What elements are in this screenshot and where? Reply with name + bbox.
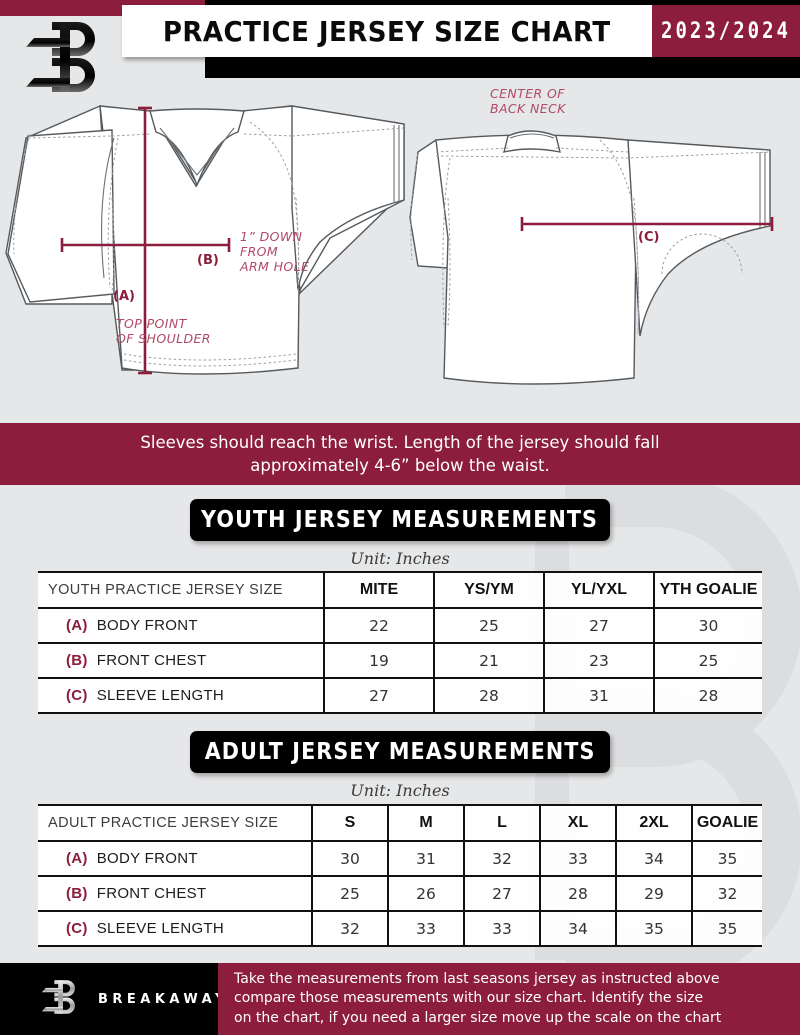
page-title-box: PRACTICE JERSEY SIZE CHART [122,5,652,57]
youth-table-header-row: YOUTH PRACTICE JERSEY SIZE MITE YS/YM YL… [38,571,762,608]
youth-row-2-name: SLEEVE LENGTH [96,687,225,704]
adult-size-header-4: 2XL [616,804,693,841]
fit-note-banner: Sleeves should reach the wrist. Length o… [0,423,800,485]
youth-cell-1-0: 19 [324,642,435,678]
footer-brand-wordmark: BREAKAWAY [98,991,229,1007]
youth-row-0-tag: (A) [66,617,88,634]
adult-cell-0-5: 35 [692,840,762,876]
breakaway-b-logo-icon [22,18,114,96]
adult-cell-0-3: 33 [540,840,617,876]
footer-instruction-line-2: compare those measurements with our size… [234,990,704,1007]
page-title: PRACTICE JERSEY SIZE CHART [163,14,611,48]
annotation-c-note-line1: CENTER OF [490,86,565,101]
youth-cell-1-3: 25 [654,642,762,678]
youth-section-title-pill: YOUTH JERSEY MEASUREMENTS [190,499,610,541]
table-row: (C) SLEEVE LENGTH 32 33 33 34 35 35 [38,910,762,947]
youth-measurements-table: YOUTH PRACTICE JERSEY SIZE MITE YS/YM YL… [38,571,762,714]
adult-section-title: ADULT JERSEY MEASUREMENTS [204,739,596,765]
youth-size-header-3: YTH GOALIE [654,571,762,608]
fit-note-line-1: Sleeves should reach the wrist. Length o… [140,433,660,452]
youth-cell-0-2: 27 [544,607,655,643]
annotation-b-note-line3: ARM HOLE [239,259,309,274]
annotation-a-note-line2: OF SHOULDER [116,331,211,346]
adult-cell-2-4: 35 [616,910,693,947]
youth-row-1-tag: (B) [66,652,88,669]
youth-cell-0-1: 25 [434,607,545,643]
youth-cell-2-2: 31 [544,677,655,714]
table-row: (A) BODY FRONT 22 25 27 30 [38,607,762,643]
table-row: (C) SLEEVE LENGTH 27 28 31 28 [38,677,762,714]
youth-cell-1-2: 23 [544,642,655,678]
adult-measurements-table: ADULT PRACTICE JERSEY SIZE S M L XL 2XL … [38,804,762,947]
breakaway-b-logo-icon [40,972,84,1027]
season-badge: 2023/2024 [652,5,800,57]
adult-cell-0-2: 32 [464,840,541,876]
adult-size-header-2: L [464,804,541,841]
jersey-back-illustration: (C) CENTER OF BACK NECK [409,86,774,385]
footer-instructions: Take the measurements from last seasons … [218,963,800,1035]
table-row: (A) BODY FRONT 30 31 32 33 34 35 [38,840,762,876]
adult-size-header-0: S [312,804,389,841]
table-row: (B) FRONT CHEST 25 26 27 28 29 32 [38,875,762,911]
adult-row-2-tag: (C) [66,920,88,937]
youth-row-2-tag: (C) [66,687,88,704]
youth-size-header-2: YL/YXL [544,571,655,608]
adult-label-column-header: ADULT PRACTICE JERSEY SIZE [38,804,313,841]
adult-cell-2-3: 34 [540,910,617,947]
adult-cell-1-4: 29 [616,875,693,911]
adult-cell-0-4: 34 [616,840,693,876]
adult-row-2-name: SLEEVE LENGTH [96,920,225,937]
youth-cell-0-3: 30 [654,607,762,643]
adult-section-title-pill: ADULT JERSEY MEASUREMENTS [190,731,610,773]
table-row: (B) FRONT CHEST 19 21 23 25 [38,642,762,678]
adult-row-1-name: FRONT CHEST [96,885,207,902]
youth-size-header-0: MITE [324,571,435,608]
adult-row-0-name: BODY FRONT [96,850,198,867]
youth-section-title: YOUTH JERSEY MEASUREMENTS [201,507,599,533]
youth-unit-label: Unit: Inches [350,549,450,568]
adult-row-0-tag: (A) [66,850,88,867]
youth-row-0-name: BODY FRONT [96,617,198,634]
adult-cell-1-5: 32 [692,875,762,911]
jersey-front-illustration: (B) (A) TOP POINT OF SHOULDER 1” DOWN FR… [5,105,405,375]
adult-cell-2-0: 32 [312,910,389,947]
annotation-b-note-line1: 1” DOWN [240,229,303,244]
youth-size-header-1: YS/YM [434,571,545,608]
annotation-b-tag: (B) [197,253,219,268]
adult-table-header-row: ADULT PRACTICE JERSEY SIZE S M L XL 2XL … [38,804,762,841]
jersey-diagram-area: .jbody { fill:#ffffff; stroke:#555a5e; s… [0,78,800,423]
annotation-a-note-line1: TOP POINT [116,316,188,331]
annotation-b-note-line2: FROM [240,244,278,259]
adult-cell-1-1: 26 [388,875,465,911]
adult-cell-0-1: 31 [388,840,465,876]
footer-instruction-line-3: on the chart, if you need a larger size … [234,1009,722,1026]
youth-row-1-name: FRONT CHEST [96,652,207,669]
annotation-a-tag: (A) [113,289,135,304]
annotation-c-note-line2: BACK NECK [490,101,567,116]
youth-cell-2-0: 27 [324,677,435,714]
adult-cell-1-3: 28 [540,875,617,911]
youth-label-column-header: YOUTH PRACTICE JERSEY SIZE [38,571,325,608]
adult-unit-label: Unit: Inches [350,781,450,800]
youth-cell-2-1: 28 [434,677,545,714]
adult-cell-2-2: 33 [464,910,541,947]
adult-cell-2-5: 35 [692,910,762,947]
adult-cell-0-0: 30 [312,840,389,876]
adult-size-header-5: GOALIE [692,804,762,841]
footer-instruction-line-1: Take the measurements from last seasons … [234,970,720,987]
adult-cell-1-0: 25 [312,875,389,911]
adult-size-header-3: XL [540,804,617,841]
youth-cell-2-3: 28 [654,677,762,714]
youth-cell-0-0: 22 [324,607,435,643]
youth-cell-1-1: 21 [434,642,545,678]
fit-note-line-2: approximately 4-6” below the waist. [250,456,550,475]
adult-row-1-tag: (B) [66,885,88,902]
adult-size-header-1: M [388,804,465,841]
adult-cell-2-1: 33 [388,910,465,947]
footer-brand-block: BREAKAWAY [0,963,224,1035]
annotation-c-tag: (C) [638,230,659,245]
adult-cell-1-2: 27 [464,875,541,911]
season-label: 2023/2024 [661,18,791,44]
footer: BREAKAWAY Take the measurements from las… [0,963,800,1035]
